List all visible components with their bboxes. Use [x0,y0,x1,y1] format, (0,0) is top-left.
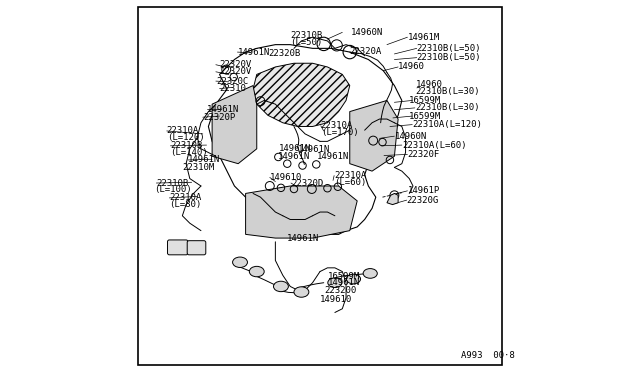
Text: (L=120): (L=120) [167,133,204,142]
Text: 22310: 22310 [220,84,246,93]
Text: 14961N: 14961N [278,152,310,161]
Polygon shape [246,186,357,238]
Text: 14960: 14960 [398,62,425,71]
Text: 22310A: 22310A [321,121,353,130]
Text: 16599M: 16599M [408,112,441,121]
Text: 22310B(L=30): 22310B(L=30) [415,103,479,112]
Ellipse shape [294,287,309,297]
Text: (L=60): (L=60) [334,178,366,187]
Text: 22310B(L=50): 22310B(L=50) [417,53,481,62]
Polygon shape [212,86,257,164]
Polygon shape [349,100,398,171]
Polygon shape [387,193,398,205]
Text: 22310A: 22310A [167,126,199,135]
FancyBboxPatch shape [168,240,188,255]
Text: 149610: 149610 [320,295,352,304]
Ellipse shape [232,257,248,267]
Text: 22310B(L=30): 22310B(L=30) [415,87,479,96]
Text: (L=50): (L=50) [291,38,323,46]
Text: 16599M: 16599M [328,272,360,280]
Text: 22310A: 22310A [334,171,366,180]
Ellipse shape [273,281,289,292]
Text: 22310A(L=120): 22310A(L=120) [412,120,482,129]
Text: 22320F: 22320F [408,150,440,159]
Text: 14961N: 14961N [298,145,330,154]
Text: 14960N: 14960N [351,28,383,37]
Text: 22320V: 22320V [220,60,252,69]
Text: 22310A(L=60): 22310A(L=60) [402,141,467,150]
Text: 22310B: 22310B [156,179,189,187]
Text: 14961N: 14961N [317,153,349,161]
Text: 149610: 149610 [270,173,302,182]
Text: 14961M: 14961M [408,33,440,42]
Text: (L=80): (L=80) [170,200,202,209]
Text: 14961N: 14961N [237,48,269,57]
Text: 22320A: 22320A [349,47,381,56]
Text: 14960: 14960 [416,80,443,89]
Polygon shape [253,63,349,126]
FancyBboxPatch shape [187,241,206,255]
Text: 22320V: 22320V [220,67,252,76]
Text: 22320C: 22320C [216,77,248,86]
Text: (L=170): (L=170) [321,128,358,137]
Text: 22320P: 22320P [203,113,235,122]
Text: 14961N: 14961N [279,144,311,153]
Text: 14961N: 14961N [287,234,319,243]
Text: 14961N: 14961N [207,105,239,114]
Text: 14961N: 14961N [328,278,360,287]
Ellipse shape [346,274,360,284]
Ellipse shape [250,266,264,277]
Text: 22320G: 22320G [406,196,439,205]
Text: 22320D: 22320D [291,179,323,187]
Text: 22310B: 22310B [291,31,323,40]
Text: 14960N: 14960N [394,132,427,141]
Text: 223200: 223200 [324,286,356,295]
Text: 22320B: 22320B [268,49,300,58]
Text: 14961N: 14961N [188,155,220,164]
Text: (L=140): (L=140) [170,148,208,157]
Text: 22310M: 22310M [182,163,214,172]
Text: 22310B: 22310B [170,141,203,150]
Ellipse shape [328,278,342,288]
Text: A993  00·8: A993 00·8 [461,351,515,360]
Ellipse shape [363,269,378,278]
Text: 14961P: 14961P [408,186,440,195]
Text: 22310B(L=50): 22310B(L=50) [417,44,481,53]
Text: (L=100): (L=100) [154,185,192,194]
Text: 16599M: 16599M [408,96,441,105]
Text: 22310A: 22310A [170,193,202,202]
